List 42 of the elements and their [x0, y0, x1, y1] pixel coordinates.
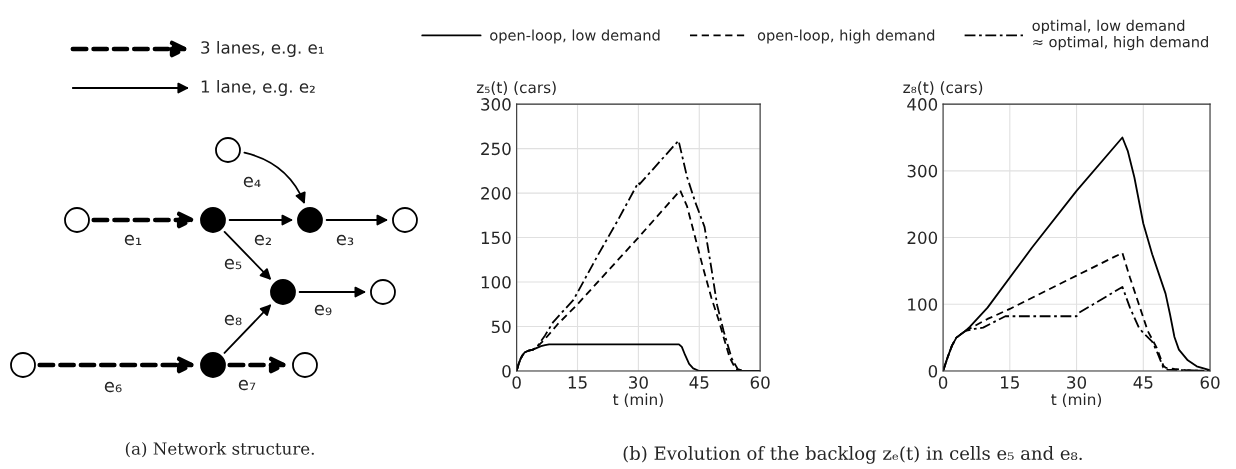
- y-tick-label: 0: [502, 364, 511, 378]
- text: (a) Network structure.: [125, 441, 314, 458]
- y-tick-label: 300: [481, 98, 511, 111]
- y-tick-label: 200: [481, 187, 511, 200]
- y-tick-label: 200: [907, 231, 938, 245]
- y-tick-label: 100: [908, 298, 938, 311]
- y-tick-label: 150: [481, 231, 511, 245]
- text: e₈: [224, 314, 242, 326]
- x-tick-label: 0: [512, 376, 521, 389]
- text: e₁: [124, 234, 142, 246]
- text: e₇: [238, 379, 256, 391]
- y-tick-label: 250: [481, 142, 511, 156]
- legend-label: open-loop, low demand: [490, 29, 660, 44]
- y-tick-label: 50: [491, 320, 511, 334]
- text: e₄: [243, 176, 261, 188]
- text: e₉: [314, 304, 332, 316]
- text: e₂: [254, 234, 272, 246]
- y-axis-title: z₅(t) (cars): [476, 81, 556, 95]
- y-tick-label: 0: [928, 364, 938, 378]
- text: (b) Evolution of the backlog zₑ(t) in cells e₅ and e₈.: [623, 446, 1082, 464]
- text: e₆: [104, 381, 122, 393]
- text: e₅: [224, 258, 242, 270]
- x-tick-label: 15: [568, 376, 587, 389]
- y-tick-label: 300: [907, 164, 938, 178]
- text: 3 lanes, e.g. e₁: [201, 40, 324, 58]
- x-axis-title: t (min): [613, 393, 663, 407]
- x-tick-label: 60: [1200, 376, 1220, 389]
- y-tick-label: 400: [907, 98, 938, 111]
- x-tick-label: 30: [1067, 376, 1087, 389]
- x-tick-label: 0: [938, 376, 948, 389]
- x-tick-label: 45: [1133, 376, 1153, 389]
- x-tick-label: 30: [629, 376, 648, 389]
- x-axis-title: t (min): [1051, 393, 1102, 407]
- text: e₃: [336, 234, 354, 246]
- legend-label: open-loop, high demand: [757, 29, 935, 44]
- text: 1 lane, e.g. e₂: [201, 79, 315, 97]
- y-axis-title: z₈(t) (cars): [903, 81, 983, 95]
- y-tick-label: 100: [481, 275, 511, 289]
- x-tick-label: 15: [1001, 376, 1019, 389]
- legend-label: optimal, low demand ≈ optimal, high demand: [1032, 19, 1208, 51]
- x-tick-label: 60: [750, 376, 770, 389]
- x-tick-label: 45: [689, 376, 709, 389]
